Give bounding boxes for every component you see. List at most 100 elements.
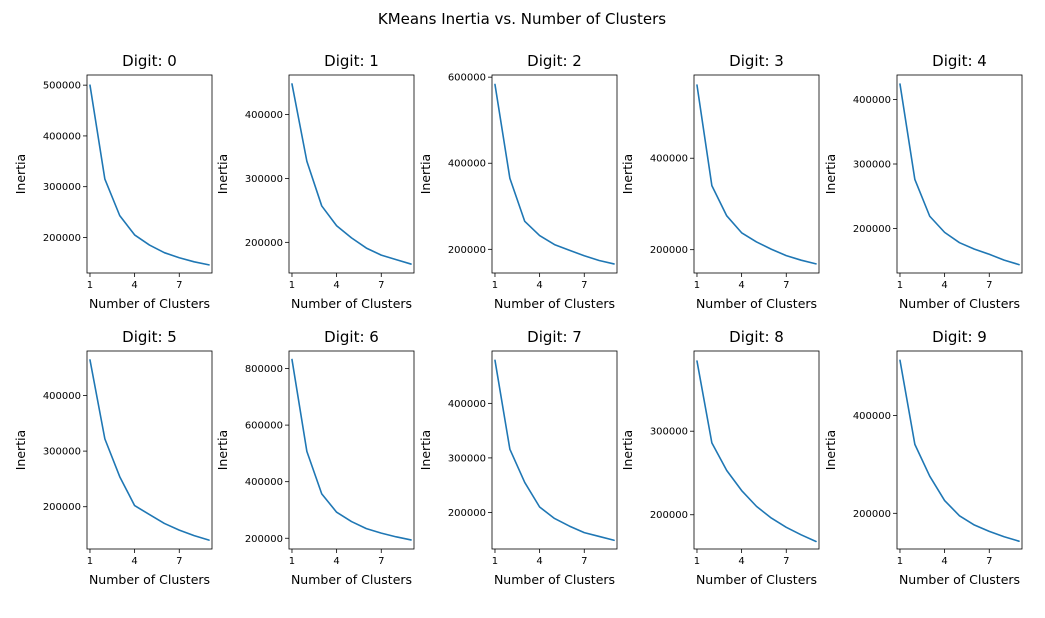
subplot-title: Digit: 4 (932, 52, 987, 70)
subplot-digit-8: Digit: 8 1 4 7 200000 300000 Number of Cluster… (620, 328, 820, 587)
x-tick-label: 7 (581, 280, 587, 291)
x-axis-label: Number of Clusters (494, 572, 615, 587)
subplot-digit-9: Digit: 9 1 4 7 200000 400000 Number of Cluster… (823, 328, 1023, 587)
series-line (696, 360, 817, 543)
x-tick-label: 1 (897, 280, 903, 291)
plot-frame (896, 74, 1023, 274)
y-tick-label: 300000 (650, 427, 688, 438)
series-line (494, 359, 615, 542)
y-axis-label: Inertia (215, 154, 230, 194)
y-tick-label: 400000 (245, 477, 283, 488)
series-line (291, 83, 412, 265)
x-tick-label: 1 (289, 280, 295, 291)
x-axis-label: Number of Clusters (899, 572, 1020, 587)
x-axis-label: Number of Clusters (899, 296, 1020, 311)
subplot-digit-7: Digit: 7 1 4 7 200000 300000 400000 Number of C… (418, 328, 618, 587)
x-tick-label: 7 (581, 556, 587, 567)
x-tick-label: 1 (289, 556, 295, 567)
x-tick-label: 4 (131, 280, 137, 291)
subplot-title: Digit: 9 (932, 328, 987, 346)
y-tick-label: 200000 (448, 508, 486, 519)
figure-title: KMeans Inertia vs. Number of Clusters (378, 10, 666, 28)
y-tick-label: 300000 (853, 160, 891, 171)
y-tick-label: 300000 (448, 453, 486, 464)
series-line (494, 83, 615, 265)
x-tick-label: 4 (738, 280, 744, 291)
subplot-digit-5: Digit: 5 1 4 7 200000 300000 400000 Number of C… (13, 328, 213, 587)
series-line (899, 83, 1020, 266)
x-tick-label: 7 (986, 556, 992, 567)
x-tick-label: 1 (694, 556, 700, 567)
series-line (89, 359, 210, 541)
plot-frame (491, 350, 618, 550)
x-axis-label: Number of Clusters (696, 296, 817, 311)
subplot-title: Digit: 3 (729, 52, 784, 70)
y-axis-label: Inertia (13, 430, 28, 470)
y-tick-label: 200000 (43, 233, 81, 244)
subplot-digit-4: Digit: 4 1 4 7 200000 300000 400000 Number of C… (823, 52, 1023, 311)
x-tick-label: 4 (536, 280, 542, 291)
x-tick-label: 7 (783, 556, 789, 567)
x-tick-label: 1 (492, 280, 498, 291)
y-tick-label: 200000 (245, 238, 283, 249)
series-line (291, 358, 412, 541)
y-tick-label: 200000 (853, 224, 891, 235)
y-tick-label: 400000 (448, 159, 486, 170)
subplot-digit-3: Digit: 3 1 4 7 200000 400000 Number of Cluster… (620, 52, 820, 311)
x-axis-label: Number of Clusters (494, 296, 615, 311)
subplot-digit-0: Digit: 0 1 4 7 200000 300000 400000 500000 Numbe… (13, 52, 213, 311)
y-tick-label: 600000 (448, 73, 486, 84)
y-axis-label: Inertia (215, 430, 230, 470)
series-line (899, 359, 1020, 542)
subplot-title: Digit: 8 (729, 328, 784, 346)
y-tick-label: 200000 (853, 509, 891, 520)
y-tick-label: 500000 (43, 81, 81, 92)
subplot-digit-1: Digit: 1 1 4 7 200000 300000 400000 Number of C… (215, 52, 415, 311)
y-axis-label: Inertia (418, 154, 433, 194)
x-axis-label: Number of Clusters (89, 572, 210, 587)
y-tick-label: 200000 (245, 534, 283, 545)
y-tick-label: 300000 (43, 182, 81, 193)
series-line (89, 84, 210, 266)
subplot-title: Digit: 7 (527, 328, 582, 346)
y-tick-label: 800000 (245, 364, 283, 375)
y-tick-label: 600000 (245, 421, 283, 432)
y-axis-label: Inertia (13, 154, 28, 194)
y-tick-label: 200000 (650, 510, 688, 521)
x-tick-label: 1 (492, 556, 498, 567)
y-tick-label: 300000 (43, 447, 81, 458)
x-axis-label: Number of Clusters (291, 572, 412, 587)
x-tick-label: 1 (897, 556, 903, 567)
subplot-title: Digit: 0 (122, 52, 177, 70)
subplot-title: Digit: 6 (324, 328, 379, 346)
plot-frame (491, 74, 618, 274)
y-tick-label: 400000 (448, 399, 486, 410)
series-line (696, 84, 817, 265)
plot-frame (86, 74, 213, 274)
y-axis-label: Inertia (620, 430, 635, 470)
x-tick-label: 4 (738, 556, 744, 567)
plot-frame (288, 74, 415, 274)
x-tick-label: 7 (783, 280, 789, 291)
y-tick-label: 400000 (43, 131, 81, 142)
x-tick-label: 7 (176, 556, 182, 567)
x-tick-label: 7 (378, 556, 384, 567)
y-tick-label: 400000 (43, 391, 81, 402)
y-tick-label: 400000 (650, 154, 688, 165)
plot-frame (693, 74, 820, 274)
y-axis-label: Inertia (418, 430, 433, 470)
y-tick-label: 300000 (245, 174, 283, 185)
plot-frame (693, 350, 820, 550)
x-axis-label: Number of Clusters (89, 296, 210, 311)
x-tick-label: 7 (378, 280, 384, 291)
x-tick-label: 4 (333, 280, 339, 291)
y-tick-label: 400000 (853, 95, 891, 106)
y-tick-label: 400000 (245, 110, 283, 121)
plot-frame (896, 350, 1023, 550)
x-tick-label: 4 (941, 556, 947, 567)
subplot-title: Digit: 2 (527, 52, 582, 70)
x-tick-label: 4 (131, 556, 137, 567)
subplot-title: Digit: 5 (122, 328, 177, 346)
